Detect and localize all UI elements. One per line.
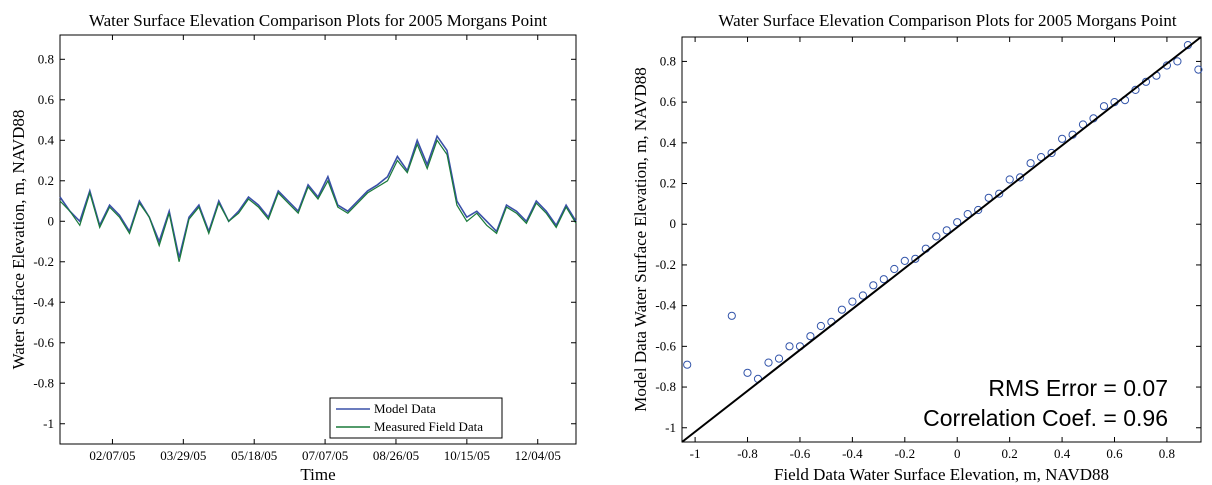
y-tick-label: 0.4 [660, 135, 677, 150]
x-tick-label: -0.6 [790, 446, 811, 461]
scatter-point [774, 354, 784, 363]
y-tick-label: -0.4 [33, 294, 54, 309]
y-tick-label: -1 [665, 420, 676, 435]
scatter-point [785, 342, 794, 351]
y-tick-label: -0.8 [33, 375, 54, 390]
x-tick-label: 02/07/05 [89, 448, 135, 463]
x-tick-label: 0.2 [1002, 446, 1018, 461]
x-tick-label: 12/04/05 [515, 448, 561, 463]
y-tick-label: 0.6 [38, 92, 55, 107]
scatter-point [1099, 102, 1109, 111]
scatter-point [816, 321, 826, 331]
scatter-point [837, 305, 847, 314]
scatter-point [743, 368, 752, 377]
scatter-point [900, 256, 909, 265]
y-axis-label: Model Data Water Surface Elevation, m, N… [631, 67, 650, 412]
scatter-point [1026, 159, 1035, 168]
y-tick-label: 0.8 [38, 51, 54, 66]
x-tick-label: 0 [954, 446, 961, 461]
y-tick-label: 0.8 [660, 53, 676, 68]
scatter-point [727, 311, 736, 320]
legend-box [329, 397, 503, 439]
y-tick-label: 0.2 [660, 176, 676, 191]
x-axis-label: Time [300, 465, 335, 484]
scatter-chart: -1 -0.8 -0.6 -0.4 -0.2 0 0.2 0.4 0.6 0.8 -1 -0.8 -0.… [631, 11, 1203, 484]
scatter-point [879, 275, 888, 284]
x-tick-label: 08/26/05 [373, 448, 419, 463]
scatter-point [942, 226, 951, 235]
x-tick-label: 0.6 [1106, 446, 1123, 461]
y-axis-label: Water Surface Elevation, m, NAVD88 [9, 110, 28, 370]
y-tick-label: -0.2 [655, 257, 676, 272]
scatter-point [890, 264, 899, 274]
time-series-chart: -1 -0.8 -0.6 -0.4 -0.2 0 0.2 0.4 0.6 0.8 02/07/05 0… [9, 11, 577, 484]
legend-label: Measured Field Data [374, 419, 483, 434]
scatter-point [683, 360, 692, 369]
series-line-measured [59, 138, 577, 262]
x-tick-label: 03/29/05 [160, 448, 206, 463]
correlation-annotation: Correlation Coef. = 0.96 [923, 405, 1168, 431]
scatter-point [848, 297, 857, 306]
x-tick-label: -0.2 [895, 446, 916, 461]
scatter-point [1005, 175, 1014, 184]
y-tick-label: -1 [43, 416, 54, 431]
y-tick-label: 0.4 [38, 132, 55, 147]
scatter-point [858, 291, 868, 300]
y-tick-label: 0 [670, 216, 677, 231]
scatter-point [963, 210, 972, 219]
scatter-point [1173, 57, 1182, 66]
y-tick-label: -0.6 [655, 338, 676, 353]
x-tick-label: 0.8 [1159, 446, 1175, 461]
y-tick-label: -0.2 [33, 254, 54, 269]
scatter-point [806, 332, 815, 341]
x-tick-label: 05/18/05 [231, 448, 277, 463]
scatter-point [1016, 173, 1025, 182]
fit-line [681, 36, 1202, 443]
scatter-point [764, 358, 773, 367]
chart-title: Water Surface Elevation Comparison Plots… [718, 11, 1176, 30]
x-tick-label: 07/07/05 [302, 448, 348, 463]
y-tick-label: -0.6 [33, 335, 54, 350]
scatter-point [869, 281, 878, 290]
y-tick-label: -0.8 [655, 379, 676, 394]
scatter-point [932, 232, 941, 241]
scatter-point [1058, 134, 1067, 143]
plot-frame [59, 34, 577, 445]
scatter-point [1194, 65, 1203, 74]
x-tick-label: 0.4 [1054, 446, 1071, 461]
y-tick-label: 0.6 [660, 94, 677, 109]
x-tick-label: -0.8 [737, 446, 758, 461]
x-axis-label: Field Data Water Surface Elevation, m, N… [774, 465, 1109, 484]
scatter-point [1047, 148, 1056, 158]
scatter-point [911, 254, 920, 263]
y-tick-label: 0 [48, 213, 55, 228]
legend-label: Model Data [374, 401, 436, 416]
legend: Model Data Measured Field Data [329, 397, 503, 439]
x-tick-label: 10/15/05 [444, 448, 490, 463]
x-tick-label: -0.4 [842, 446, 863, 461]
chart-title: Water Surface Elevation Comparison Plots… [89, 11, 547, 30]
scatter-point [995, 189, 1004, 198]
y-tick-label: 0.2 [38, 173, 54, 188]
rms-error-annotation: RMS Error = 0.07 [988, 375, 1168, 401]
y-tick-label: -0.4 [655, 298, 676, 313]
x-tick-label: -1 [690, 446, 701, 461]
scatter-point [953, 218, 962, 227]
scatter-point [974, 205, 983, 215]
